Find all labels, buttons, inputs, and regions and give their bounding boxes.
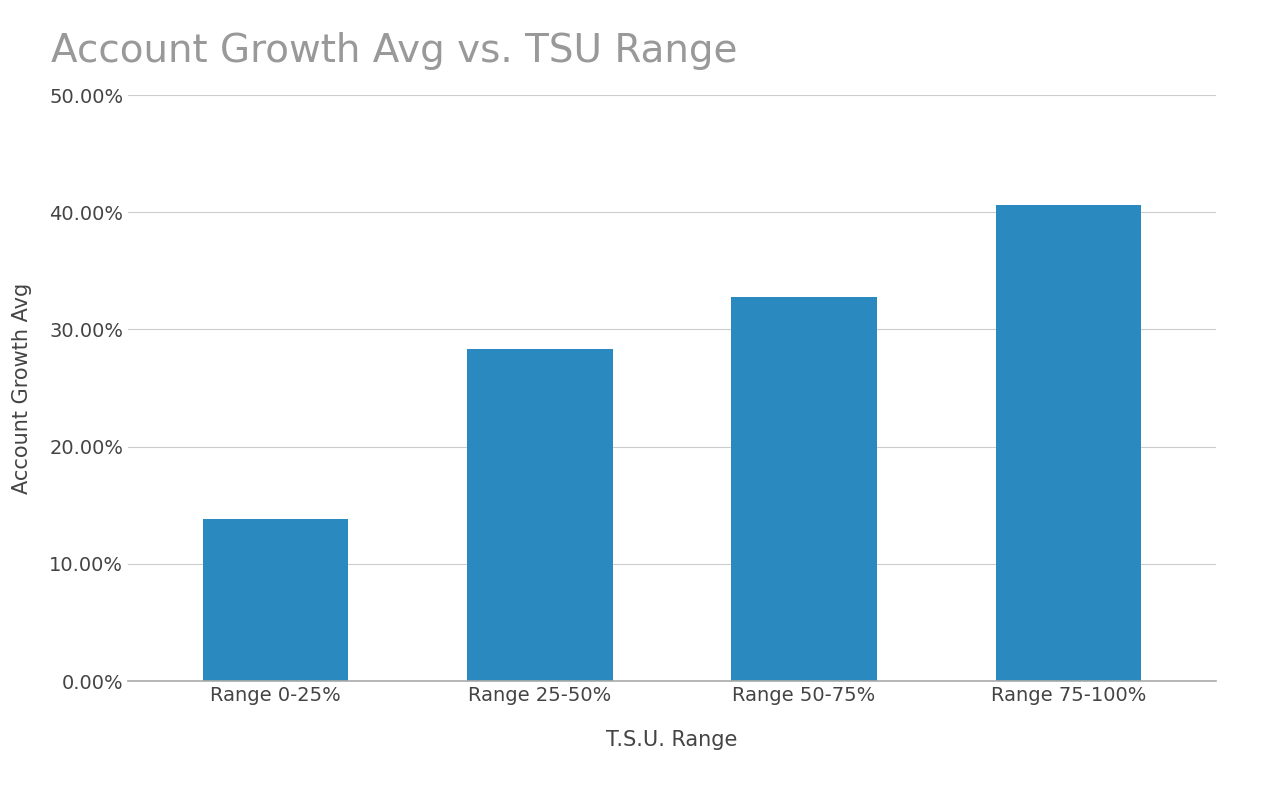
- Text: Account Growth Avg vs. TSU Range: Account Growth Avg vs. TSU Range: [51, 32, 737, 70]
- Bar: [996, 205, 1140, 681]
- Bar: [204, 520, 348, 681]
- Bar: [731, 297, 877, 681]
- X-axis label: T.S.U. Range: T.S.U. Range: [607, 730, 737, 750]
- Bar: [467, 349, 613, 681]
- Y-axis label: Account Growth Avg: Account Growth Avg: [13, 283, 32, 493]
